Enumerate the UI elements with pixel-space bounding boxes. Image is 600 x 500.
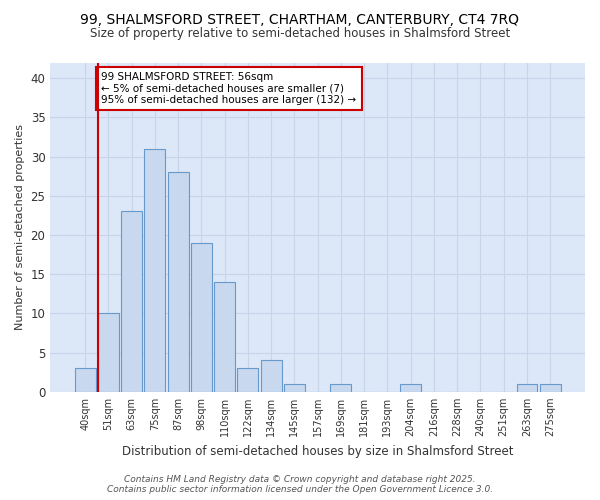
- Bar: [260, 360, 281, 392]
- Bar: [540, 384, 560, 392]
- Y-axis label: Number of semi-detached properties: Number of semi-detached properties: [15, 124, 25, 330]
- Bar: [238, 368, 259, 392]
- Bar: [121, 212, 142, 392]
- Bar: [400, 384, 421, 392]
- Bar: [167, 172, 188, 392]
- Bar: [331, 384, 352, 392]
- Text: 99, SHALMSFORD STREET, CHARTHAM, CANTERBURY, CT4 7RQ: 99, SHALMSFORD STREET, CHARTHAM, CANTERB…: [80, 12, 520, 26]
- Bar: [284, 384, 305, 392]
- Text: Size of property relative to semi-detached houses in Shalmsford Street: Size of property relative to semi-detach…: [90, 28, 510, 40]
- Text: Contains HM Land Registry data © Crown copyright and database right 2025.
Contai: Contains HM Land Registry data © Crown c…: [107, 474, 493, 494]
- Bar: [517, 384, 538, 392]
- Text: 99 SHALMSFORD STREET: 56sqm
← 5% of semi-detached houses are smaller (7)
95% of : 99 SHALMSFORD STREET: 56sqm ← 5% of semi…: [101, 72, 356, 105]
- Bar: [191, 243, 212, 392]
- X-axis label: Distribution of semi-detached houses by size in Shalmsford Street: Distribution of semi-detached houses by …: [122, 444, 514, 458]
- Bar: [145, 148, 166, 392]
- Bar: [74, 368, 95, 392]
- Bar: [214, 282, 235, 392]
- Bar: [98, 314, 119, 392]
